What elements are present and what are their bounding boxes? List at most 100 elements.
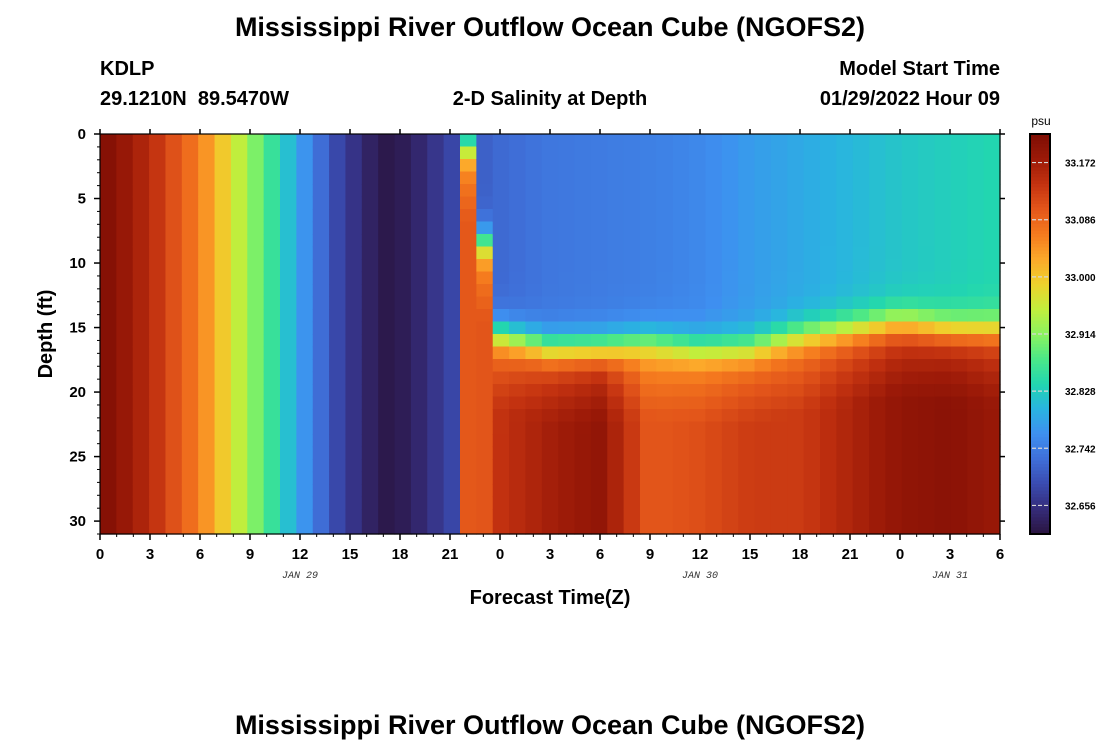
colorbar-segment xyxy=(1030,287,1050,292)
heatmap-cell xyxy=(165,396,183,410)
heatmap-cell xyxy=(950,459,968,473)
heatmap-cell xyxy=(885,434,903,448)
heatmap-cell xyxy=(689,159,707,173)
heatmap-cell xyxy=(901,321,919,335)
heatmap-cell xyxy=(312,259,330,273)
heatmap-cell xyxy=(181,271,199,285)
heatmap-cell xyxy=(721,384,739,398)
heatmap-cell xyxy=(410,159,428,173)
heatmap-cell xyxy=(983,246,1001,260)
heatmap-cell xyxy=(983,421,1001,435)
heatmap-cell xyxy=(100,446,117,460)
heatmap-cell xyxy=(460,471,477,485)
heatmap-cell xyxy=(640,171,657,185)
heatmap-cell xyxy=(738,246,756,260)
heatmap-cell xyxy=(705,509,723,523)
heatmap-cell xyxy=(967,409,985,423)
heatmap-cell xyxy=(312,234,330,248)
heatmap-cell xyxy=(230,459,248,473)
heatmap-cell xyxy=(329,134,347,148)
heatmap-cell xyxy=(787,309,805,323)
heatmap-cell xyxy=(590,359,608,373)
heatmap-cell xyxy=(901,359,919,373)
heatmap-cell xyxy=(918,209,936,223)
heatmap-cell xyxy=(820,146,837,160)
heatmap-cell xyxy=(198,134,216,148)
heatmap-cell xyxy=(607,346,625,360)
heatmap-cell xyxy=(656,434,674,448)
heatmap-cell xyxy=(754,446,772,460)
heatmap-cell xyxy=(852,346,870,360)
heatmap-cell xyxy=(623,209,641,223)
heatmap-cell xyxy=(460,521,477,535)
heatmap-cell xyxy=(689,321,707,335)
heatmap-cell xyxy=(198,421,216,435)
heatmap-cell xyxy=(296,159,314,173)
heatmap-cell xyxy=(607,446,625,460)
heatmap-cell xyxy=(656,321,674,335)
heatmap-cell xyxy=(901,384,919,398)
heatmap-cell xyxy=(590,346,608,360)
colorbar-tick-label: 32.828 xyxy=(1065,387,1096,398)
heatmap-cell xyxy=(149,459,167,473)
heatmap-cell xyxy=(247,196,265,210)
heatmap-cell xyxy=(836,296,854,310)
heatmap-cell xyxy=(345,321,363,335)
heatmap-cell xyxy=(181,471,199,485)
heatmap-cell xyxy=(885,409,903,423)
heatmap-cell xyxy=(950,434,968,448)
heatmap-cell xyxy=(361,309,379,323)
heatmap-cell xyxy=(132,346,150,360)
heatmap-cell xyxy=(721,521,739,535)
heatmap-cell xyxy=(640,459,657,473)
heatmap-cell xyxy=(116,271,134,285)
heatmap-cell xyxy=(100,346,117,360)
heatmap-cell xyxy=(394,421,412,435)
heatmap-cell xyxy=(590,296,608,310)
heatmap-cell xyxy=(787,209,805,223)
heatmap-cell xyxy=(770,421,788,435)
heatmap-cell xyxy=(738,471,756,485)
y-tick-label: 25 xyxy=(69,449,86,466)
heatmap-cell xyxy=(132,209,150,223)
heatmap-cell xyxy=(329,346,347,360)
heatmap-cell xyxy=(770,459,788,473)
heatmap-cell xyxy=(116,259,134,273)
heatmap-cell xyxy=(934,446,952,460)
heatmap-cell xyxy=(852,384,870,398)
colorbar-segment xyxy=(1030,450,1050,455)
heatmap-cell xyxy=(770,234,788,248)
colorbar-segment xyxy=(1030,194,1050,198)
colorbar-segment xyxy=(1030,484,1050,488)
heatmap-cell xyxy=(345,146,363,160)
heatmap-cell xyxy=(901,171,919,185)
colorbar-segment xyxy=(1030,140,1050,145)
heatmap-cell xyxy=(852,446,870,460)
heatmap-cell xyxy=(312,384,330,398)
heatmap-cell xyxy=(116,421,134,435)
heatmap-cell xyxy=(410,471,428,485)
heatmap-cell xyxy=(885,334,903,348)
heatmap-cell xyxy=(132,371,150,385)
heatmap-cell xyxy=(410,384,428,398)
heatmap-cell xyxy=(312,184,330,198)
heatmap-cell xyxy=(230,359,248,373)
heatmap-cell xyxy=(705,209,723,223)
heatmap-cell xyxy=(852,146,870,160)
heatmap-cell xyxy=(378,134,396,148)
heatmap-cell xyxy=(803,221,821,235)
heatmap-cell xyxy=(198,159,216,173)
heatmap-cell xyxy=(918,446,936,460)
heatmap-cell xyxy=(443,321,461,335)
heatmap-cell xyxy=(623,196,641,210)
colorbar-segment xyxy=(1030,407,1050,412)
heatmap-cell xyxy=(329,246,347,260)
heatmap-cell xyxy=(574,396,592,410)
heatmap-cell xyxy=(296,496,314,510)
heatmap-cell xyxy=(721,209,739,223)
heatmap-cell xyxy=(443,509,461,523)
heatmap-cell xyxy=(443,446,461,460)
heatmap-cell xyxy=(116,321,134,335)
heatmap-cell xyxy=(901,371,919,385)
heatmap-cell xyxy=(214,209,232,223)
